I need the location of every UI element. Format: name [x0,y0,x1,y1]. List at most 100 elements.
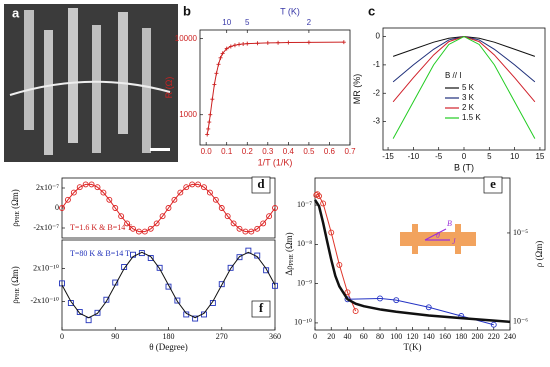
x2-axis-label: T (K) [280,6,300,16]
panel: 0.0 0.1 0.2 0.3 0.4 0.5 0.6 0.7 10 5 2 1000 10000 1/T… [164,3,356,167]
marker [242,228,249,235]
marker [212,82,217,87]
x-tick-label: 0 [462,152,467,161]
marker [124,220,131,227]
legend-label: 3 K [462,93,475,102]
x2-tick-label: 10 [222,18,231,27]
marker [207,120,212,125]
marker [254,225,261,232]
marker [212,196,219,203]
x-tick-label: 0.0 [201,147,213,156]
series-line [315,193,357,312]
y-axis-label: R (Ω) [164,77,174,99]
inset-tab [412,224,418,254]
marker [272,282,278,289]
y-tick-label: 10⁻¹⁰ [294,318,312,327]
marker [241,42,246,47]
marker [255,41,260,46]
inset-arrow [424,228,447,241]
y-label-sub: PHE [15,288,21,300]
marker [94,184,101,191]
x-tick-label: 0.7 [344,147,356,156]
marker [205,132,210,137]
marker [316,193,323,200]
marker [425,304,432,311]
inset-label: θ [436,231,440,240]
y-tick-label: 0 [376,32,381,41]
marker [377,295,383,302]
marker [210,97,215,102]
marker [286,40,291,45]
marker [227,264,234,271]
marker [156,264,163,271]
x-tick-label: 40 [344,332,352,341]
panel-label-box [251,300,271,318]
series-line [347,297,494,326]
inset: B θ J [400,219,476,254]
legend-label: 1.5 K [462,113,481,122]
panel-label: f [259,300,264,315]
x-axis-label: B (T) [454,162,474,172]
x-tick-label: 20 [327,332,335,341]
marker [245,41,250,46]
marker [192,315,199,322]
marker [245,247,252,254]
marker [147,225,154,232]
x-tick-label: 15 [535,152,544,161]
marker [76,309,83,315]
y-tick-label: 10⁻⁹ [297,278,312,287]
marker [100,189,107,196]
x-tick-label: 0 [60,332,64,341]
x-tick-label: 90 [111,332,119,341]
y-label-main: R (Ω) [164,77,174,99]
x-tick-label: -15 [382,152,394,161]
nanowire [24,10,34,130]
marker [237,42,242,47]
marker [135,228,142,235]
marker [201,184,207,191]
x-tick-label: 0.6 [324,147,336,156]
x-tick-label: 180 [455,332,467,341]
x-tick-label: 200 [472,332,484,341]
panel-label-box [483,176,503,194]
x-tick-label: 120 [407,332,419,341]
x-tick-label: 80 [376,332,384,341]
x2-tick-label: 5 [245,18,250,27]
y-tick-label: 10⁻⁸ [297,239,312,248]
y2-axis-label: ρ (Ωm) [534,241,544,267]
marker [320,200,327,207]
nanowire [68,8,78,143]
inset-tab [455,224,461,254]
marker [59,205,65,211]
marker [153,220,160,227]
marker [208,112,213,117]
series-line [206,41,344,135]
y-tick-label: 2x10⁻⁷ [36,183,59,192]
nanowire [118,12,128,134]
marker [236,254,243,261]
x-tick-label: 100 [390,332,402,341]
marker [171,196,178,203]
marker [103,296,110,303]
y-tick-label: -2 [373,88,381,97]
panel-label: e [490,176,496,191]
panel: 2x10⁻⁷ 0 -2x10⁻⁷ ρPHE (Ωm) d T=1.6 K & B=14 T [10,176,278,239]
panel: -15 -10 -5 0 5 10 15-3-2-10B (T)MR (%)cB // I5… [352,3,546,172]
y-tick-label: 2x10⁻¹⁰ [33,263,59,272]
x-axis-label: θ (Degree) [149,342,188,352]
series-line [61,183,276,233]
y-tick-label: -2x10⁻⁷ [33,223,59,232]
marker [174,297,181,304]
inset-label: B [447,219,452,228]
marker [490,321,497,328]
legend-title: B // I [445,71,461,80]
marker [272,205,278,211]
marker [82,181,89,188]
nanowire-curve [9,80,171,96]
marker [352,308,359,315]
x-tick-label: -5 [435,152,443,161]
marker [88,181,95,188]
series-line [313,199,511,324]
marker [218,55,223,60]
